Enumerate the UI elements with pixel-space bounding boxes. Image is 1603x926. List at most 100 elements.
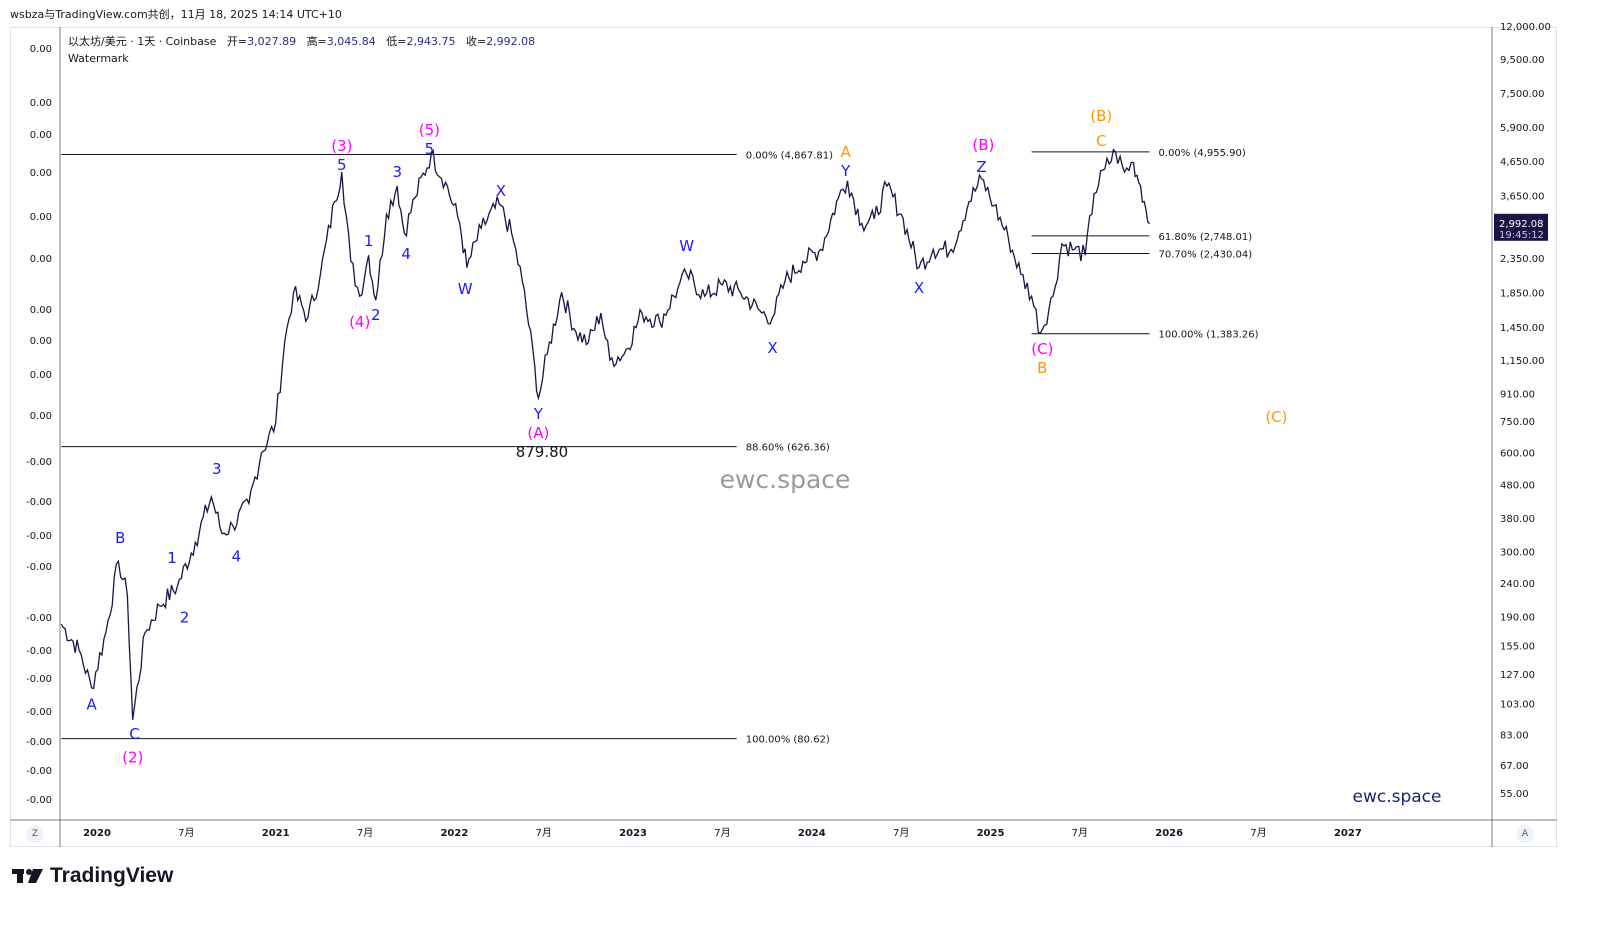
close-value: 2,992.08 bbox=[486, 35, 536, 48]
wave-label: B bbox=[115, 529, 125, 547]
tradingview-logo[interactable]: TradingView bbox=[12, 864, 173, 888]
left-axis-tick: 0.00 bbox=[30, 130, 52, 141]
wave-label: (C) bbox=[1031, 340, 1053, 358]
left-axis-tick: 0.00 bbox=[30, 305, 52, 316]
price-axis-tick: 480.00 bbox=[1500, 480, 1535, 491]
wave-label: 3 bbox=[212, 460, 222, 478]
wave-label: 2 bbox=[371, 306, 381, 324]
left-axis-tick: -0.00 bbox=[26, 795, 52, 806]
high-value: 3,045.84 bbox=[326, 35, 376, 48]
indicator-watermark[interactable]: Watermark bbox=[68, 52, 129, 65]
wave-label: Z bbox=[976, 158, 986, 176]
low-value: 2,943.75 bbox=[406, 35, 456, 48]
wave-label: (3) bbox=[331, 137, 352, 155]
left-axis-tick: -0.00 bbox=[26, 646, 52, 657]
price-axis-tick: 2,350.00 bbox=[1500, 254, 1545, 265]
watermark-corner: ewc.space bbox=[1353, 787, 1442, 807]
fib-level-label: 70.70% (2,430.04) bbox=[1159, 249, 1253, 260]
wave-label: 3 bbox=[392, 163, 402, 181]
time-axis-tick: 2024 bbox=[798, 828, 826, 839]
price-axis-tick: 190.00 bbox=[1500, 612, 1535, 623]
wave-label: 2 bbox=[180, 608, 190, 626]
price-axis-tick: 103.00 bbox=[1500, 700, 1535, 711]
wave-label: W bbox=[679, 237, 694, 255]
price-axis-tick: 67.00 bbox=[1500, 761, 1529, 772]
wave-label: X bbox=[496, 182, 506, 200]
time-axis-tick: 2020 bbox=[83, 828, 111, 839]
auto-scale-button[interactable]: A bbox=[1516, 825, 1534, 843]
wave-label: 5 bbox=[425, 140, 435, 158]
time-axis-tick: 7月 bbox=[536, 827, 552, 839]
low-label: 低= bbox=[386, 35, 407, 48]
wave-label: (B) bbox=[972, 136, 994, 154]
price-axis-tick: 83.00 bbox=[1500, 730, 1529, 741]
price-axis-tick: 240.00 bbox=[1500, 579, 1535, 590]
open-value: 3,027.89 bbox=[247, 35, 297, 48]
wave-label: (2) bbox=[122, 749, 143, 767]
price-axis-tick: 600.00 bbox=[1500, 449, 1535, 460]
price-axis-tick: 127.00 bbox=[1500, 670, 1535, 681]
left-axis-tick: -0.00 bbox=[26, 766, 52, 777]
price-axis-tick: 9,500.00 bbox=[1500, 55, 1545, 66]
left-axis-tick: -0.00 bbox=[26, 457, 52, 468]
wave-label: A bbox=[841, 143, 852, 161]
left-axis-tick: -0.00 bbox=[26, 613, 52, 624]
left-axis-tick: 0.00 bbox=[30, 336, 52, 347]
price-axis-tick: 7,500.00 bbox=[1500, 89, 1545, 100]
wave-label: X bbox=[767, 339, 777, 357]
price-axis-tick: 55.00 bbox=[1500, 789, 1529, 800]
left-axis-scale-button[interactable]: Z bbox=[26, 825, 44, 843]
price-axis-tick: 5,900.00 bbox=[1500, 123, 1545, 134]
left-axis-tick: -0.00 bbox=[26, 497, 52, 508]
time-axis-tick: 7月 bbox=[178, 827, 194, 839]
price-axis-tick: 155.00 bbox=[1500, 641, 1535, 652]
fib-level-label: 100.00% (1,383.26) bbox=[1159, 330, 1259, 341]
price-axis-tick: 750.00 bbox=[1500, 417, 1535, 428]
left-axis-tick: 0.00 bbox=[30, 370, 52, 381]
left-axis-tick: -0.00 bbox=[26, 707, 52, 718]
wave-label: B bbox=[1037, 359, 1047, 377]
high-label: 高= bbox=[306, 35, 327, 48]
fib-level-label: 100.00% (80.62) bbox=[746, 735, 830, 746]
price-line bbox=[60, 148, 1151, 720]
left-axis-tick: 0.00 bbox=[30, 254, 52, 265]
wave-label: (4) bbox=[349, 313, 370, 331]
time-axis-tick: 7月 bbox=[1072, 827, 1088, 839]
chart-frame bbox=[10, 27, 1557, 847]
chart-caption: wsbza与TradingView.com共创，11月 18, 2025 14:… bbox=[10, 8, 342, 21]
price-axis-tick: 1,150.00 bbox=[1500, 356, 1545, 367]
price-axis-tick: 1,850.00 bbox=[1500, 288, 1545, 299]
fib-level-label: 61.80% (2,748.01) bbox=[1159, 232, 1253, 243]
wave-label: C bbox=[1096, 132, 1106, 150]
chart-legend: 以太坊/美元 · 1天 · Coinbase 开=3,027.89 高=3,04… bbox=[68, 33, 535, 67]
wave-label: (A) bbox=[527, 424, 549, 442]
price-axis-tick: 3,650.00 bbox=[1500, 191, 1545, 202]
last-price-badge bbox=[1494, 213, 1548, 241]
wave-label: (B) bbox=[1090, 107, 1112, 125]
wave-label: A bbox=[87, 696, 98, 714]
left-axis-tick: 0.00 bbox=[30, 212, 52, 223]
left-axis-tick: 0.00 bbox=[30, 44, 52, 55]
bar-countdown: 19:45:12 bbox=[1499, 230, 1544, 241]
time-axis-tick: 2027 bbox=[1334, 828, 1362, 839]
left-axis-tick: -0.00 bbox=[26, 737, 52, 748]
time-axis-tick: 2021 bbox=[262, 828, 290, 839]
wave-label: 4 bbox=[232, 547, 242, 565]
fib-level-label: 0.00% (4,955.90) bbox=[1159, 148, 1246, 159]
wave-label: 879.80 bbox=[516, 443, 569, 461]
time-axis-tick: 2022 bbox=[440, 828, 468, 839]
wave-label: Y bbox=[533, 405, 544, 423]
fib-level-label: 88.60% (626.36) bbox=[746, 443, 830, 454]
time-axis-tick: 7月 bbox=[1250, 827, 1266, 839]
time-axis-tick: 2023 bbox=[619, 828, 647, 839]
fib-level-label: 0.00% (4,867.81) bbox=[746, 150, 833, 161]
open-label: 开= bbox=[226, 35, 248, 48]
symbol-title[interactable]: 以太坊/美元 · 1天 · Coinbase bbox=[68, 35, 217, 48]
price-axis-tick: 910.00 bbox=[1500, 389, 1535, 400]
time-axis-tick: 7月 bbox=[714, 827, 730, 839]
price-axis-tick: 4,650.00 bbox=[1500, 157, 1545, 168]
wave-label: C bbox=[129, 725, 139, 743]
tradingview-logo-icon bbox=[12, 869, 43, 883]
wave-label: 1 bbox=[167, 549, 177, 567]
